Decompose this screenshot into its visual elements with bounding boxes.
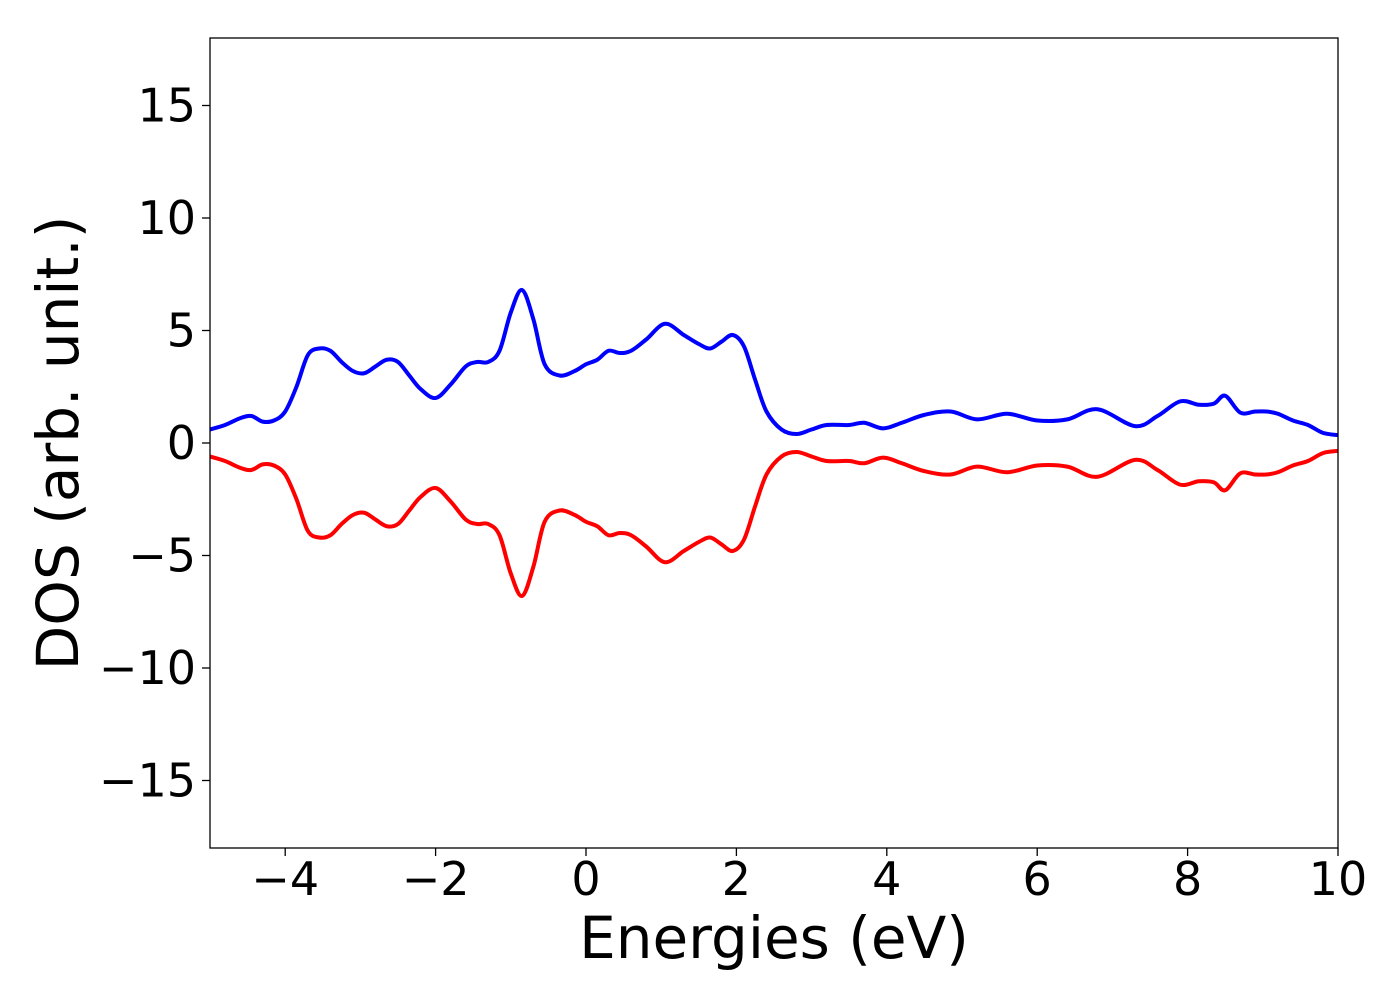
x-tick-label: 6 (1023, 852, 1052, 906)
y-tick-label: −10 (99, 641, 196, 695)
plot-frame (209, 37, 1339, 849)
x-tick-label: 8 (1173, 852, 1202, 906)
y-axis: 15 10 5 0 −5 −10 −15 (99, 79, 210, 808)
y-tick-label: −15 (99, 754, 196, 808)
x-axis: −4 −2 0 2 4 6 8 10 (251, 848, 1367, 906)
x-tick-label: −4 (251, 852, 319, 906)
x-tick-label: 10 (1309, 852, 1368, 906)
y-tick-label: 15 (137, 79, 196, 133)
x-axis-title: Energies (eV) (579, 904, 969, 972)
x-tick-label: −2 (402, 852, 470, 906)
y-tick-label: 5 (167, 304, 196, 358)
series-line-0 (210, 288, 1338, 438)
x-tick-label: 4 (872, 852, 901, 906)
x-tick-label: 0 (571, 852, 600, 906)
series-layer (210, 288, 1338, 598)
series-line-1 (210, 448, 1338, 598)
y-tick-label: −5 (128, 529, 196, 583)
x-tick-label: 2 (722, 852, 751, 906)
y-tick-label: 0 (167, 416, 196, 470)
y-tick-label: 10 (137, 191, 196, 245)
y-axis-title: DOS (arb. unit.) (24, 216, 92, 671)
